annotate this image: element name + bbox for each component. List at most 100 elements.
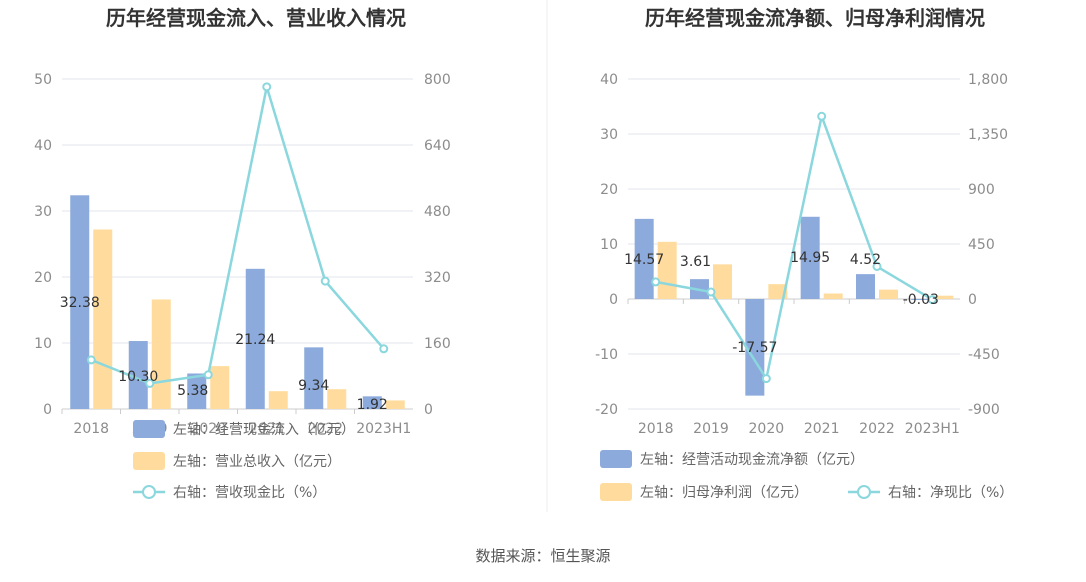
ratio-point [706,287,716,297]
legend-swatch-marker [857,485,871,499]
legend-label: 左轴：经营现金流入（亿元） [173,422,355,438]
bar-data-label: 21.24 [235,332,275,348]
left-axis-tick: -20 [595,402,618,418]
category-label: 2020 [190,421,226,437]
left-axis-tick: 0 [43,402,52,418]
category-label: 2018 [638,421,674,437]
left-axis-tick: 30 [600,127,618,143]
chart-title: 历年经营现金流净额、归母净利润情况 [645,6,985,30]
bar-primary [362,396,382,409]
legend-label: 右轴：营收现金比（%） [173,485,326,501]
bar-secondary [210,366,230,409]
category-label: 2019 [693,421,729,437]
bar-primary [304,347,324,409]
bar-secondary [268,391,288,409]
ratio-point [817,111,827,121]
category-label: 2023H1 [905,421,960,437]
bar-primary [800,216,820,299]
left-axis-tick: 20 [34,270,52,286]
right-axis-tick: -900 [968,402,1000,418]
bar-data-label: 1.92 [357,397,388,413]
left-axis-tick: 10 [600,237,618,253]
category-label: 2021 [249,421,285,437]
bar-secondary [657,241,677,299]
category-label: 2018 [73,421,109,437]
ratio-point [320,276,330,286]
bar-data-label: 4.52 [850,252,881,268]
left-axis-tick: 30 [34,204,52,220]
left-axis-tick: 20 [600,182,618,198]
legend-swatch [600,483,632,501]
chart-net-cash-flow-profit: 历年经营现金流净额、归母净利润情况 -20 -10 0 10 20 30 40 -900 -450… [595,6,1013,501]
category-label: 2020 [749,421,785,437]
ratio-point [761,374,771,384]
bar-primary [70,195,90,409]
bar-data-label: 3.61 [680,254,711,270]
ratio-point [145,378,155,388]
right-axis-tick: 0 [968,292,977,308]
bar-data-label: 5.38 [177,383,208,399]
left-axis-tick: 40 [600,72,618,88]
ratio-point [927,295,937,305]
bar-data-label: -0.03 [903,292,939,308]
bar-primary [856,274,875,299]
ratio-line [90,86,385,385]
bar-secondary [327,389,347,409]
bar-primary [187,373,207,409]
ratio-point [86,355,96,365]
ratio-point [203,370,213,380]
right-axis-tick: 320 [424,270,451,286]
category-label: 2022 [859,421,895,437]
ratio-point [651,277,661,287]
right-axis-tick: 800 [424,72,451,88]
bar-data-label: 14.95 [790,250,830,266]
bar-secondary [823,293,843,299]
category-label: 2021 [804,421,840,437]
ratio-point [379,344,389,354]
right-axis-tick: -450 [968,347,1000,363]
source-text: 数据来源：恒生聚源 [475,547,610,565]
right-axis-tick: 1,350 [968,127,1008,143]
left-axis-tick: 50 [34,72,52,88]
legend-swatch [133,452,165,470]
bar-secondary [93,229,113,409]
legend-swatch-marker [142,485,156,499]
bar-secondary [934,295,954,299]
ratio-point [872,261,882,271]
right-axis-tick: 900 [968,182,995,198]
left-axis-tick: 0 [609,292,618,308]
left-axis-tick: 40 [34,138,52,154]
bar-data-label: -17.57 [732,340,777,356]
right-axis-tick: 450 [968,237,995,253]
legend-label: 左轴：营业总收入（亿元） [173,454,341,470]
bar-secondary [713,264,732,299]
bar-primary [128,341,148,409]
bar-primary [911,299,931,300]
legend-swatch [600,450,632,468]
bar-primary [634,218,654,299]
ratio-line [655,111,933,382]
category-label: 2022 [307,421,343,437]
chart-cash-inflow-revenue: 历年经营现金流入、营业收入情况 0 10 20 30 40 50 0 160 320 480 640 8… [34,6,451,501]
category-label: 2023H1 [356,421,411,437]
right-axis-tick: 1,800 [968,72,1008,88]
bar-data-label: 9.34 [298,378,329,394]
bar-secondary [879,289,898,299]
right-axis-tick: 160 [424,336,451,352]
bar-data-label: 10.30 [118,369,158,385]
ratio-point [262,82,272,92]
left-axis-tick: 10 [34,336,52,352]
legend-label: 左轴：经营活动现金流净额（亿元） [640,452,864,468]
legend-label: 左轴：归母净利润（亿元） [640,484,808,501]
bar-data-label: 32.38 [60,295,100,311]
bar-secondary [768,284,788,299]
legend-label: 右轴：净现比（%） [888,485,1013,501]
bar-secondary [385,400,405,409]
bar-data-label: 14.57 [624,252,664,268]
chart-title: 历年经营现金流入、营业收入情况 [106,6,406,30]
right-axis-tick: 0 [424,402,433,418]
bar-primary [245,268,265,409]
bar-secondary [151,299,171,409]
right-axis-tick: 480 [424,204,451,220]
